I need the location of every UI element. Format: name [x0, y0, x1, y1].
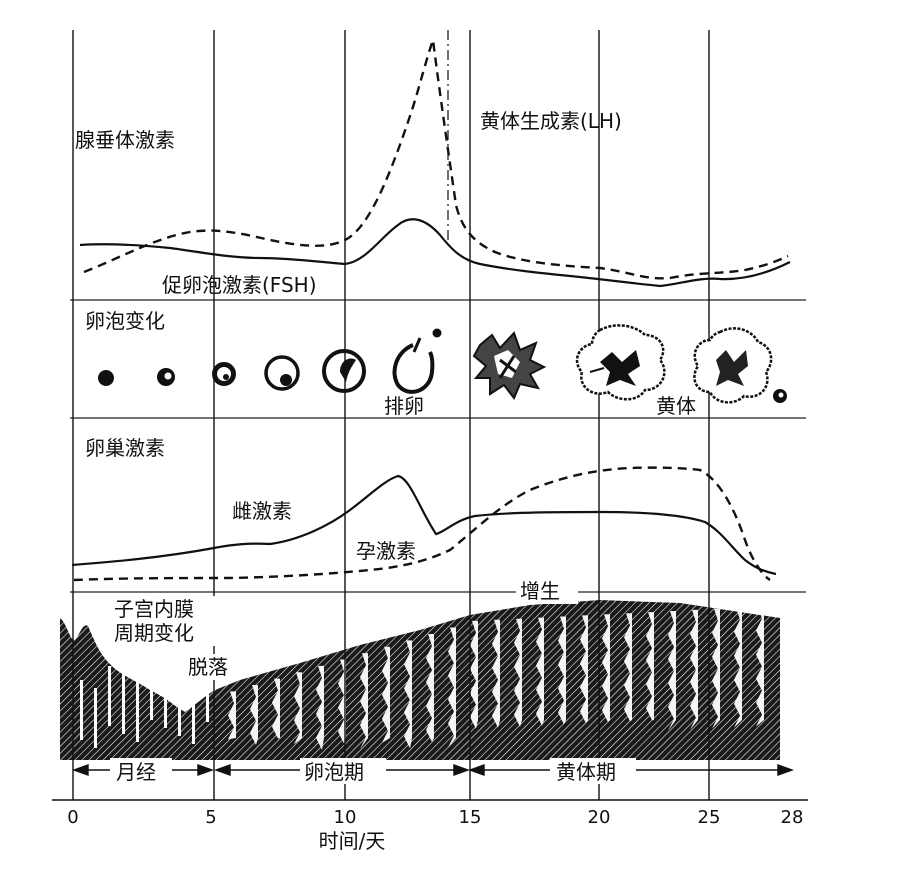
- tick-20: 20: [588, 807, 611, 828]
- endometrial-glands: [80, 606, 764, 750]
- corpus-luteum-1: [472, 331, 547, 400]
- progesterone-curve: [73, 466, 771, 582]
- phase-luteal: 黄体期: [556, 760, 616, 784]
- corpus-luteum-2: [575, 324, 666, 401]
- tick-28: 28: [781, 807, 804, 828]
- phase-follicular: 卵泡期: [304, 760, 364, 784]
- follicle-stage-1: [98, 370, 114, 386]
- endometrium-labels: 子宫内膜 周期变化 脱落 增生: [112, 578, 578, 680]
- tick-10: 10: [334, 807, 357, 828]
- pituitary-panel: 腺垂体激素 黄体生成素(LH) 促卵泡激素(FSH): [75, 39, 791, 297]
- pituitary-label: 腺垂体激素: [75, 128, 175, 152]
- corpus-luteum-label: 黄体: [656, 394, 696, 418]
- proliferation-label: 增生: [520, 579, 560, 603]
- tick-25: 25: [698, 807, 721, 828]
- follicle-stage-3: [212, 362, 236, 386]
- day-lines: [72, 30, 710, 800]
- tick-0: 0: [67, 807, 78, 828]
- fsh-curve: [79, 218, 791, 288]
- progesterone-label: 孕激素: [356, 539, 416, 563]
- lh-curve: [83, 39, 789, 280]
- endometrium-label-line1: 子宫内膜: [114, 597, 194, 621]
- tick-5: 5: [205, 807, 216, 828]
- phase-arrows: [71, 764, 795, 776]
- ovulation-label: 排卵: [384, 394, 424, 418]
- corpus-luteum-3: [693, 327, 773, 404]
- follicle-label: 卵泡变化: [85, 309, 165, 333]
- follicle-stage-ovulating: [392, 328, 442, 394]
- follicle-panel: 卵泡变化: [85, 309, 787, 418]
- follicle-stage-4: [264, 355, 300, 391]
- tick-15: 15: [459, 807, 482, 828]
- x-axis: 0 5 10 15 20 25 28 时间/天: [52, 799, 808, 853]
- panel-dividers: [70, 299, 806, 593]
- x-axis-label: 时间/天: [319, 829, 386, 853]
- endometrium-tissue: [60, 600, 780, 760]
- ovarian-label: 卵巢激素: [85, 436, 165, 460]
- follicle-stage-5: [322, 349, 366, 393]
- phase-menstrual: 月经: [116, 760, 156, 784]
- estrogen-label: 雌激素: [232, 499, 292, 523]
- lh-label: 黄体生成素(LH): [480, 109, 622, 133]
- ovarian-panel: 卵巢激素 雌激素 孕激素: [71, 436, 777, 582]
- endometrium-label-line2: 周期变化: [114, 621, 194, 645]
- follicle-stage-2: [157, 368, 175, 386]
- shedding-label: 脱落: [188, 655, 228, 679]
- endometrium-base: [60, 600, 780, 760]
- fsh-label: 促卵泡激素(FSH): [162, 273, 317, 297]
- estrogen-curve: [71, 474, 777, 576]
